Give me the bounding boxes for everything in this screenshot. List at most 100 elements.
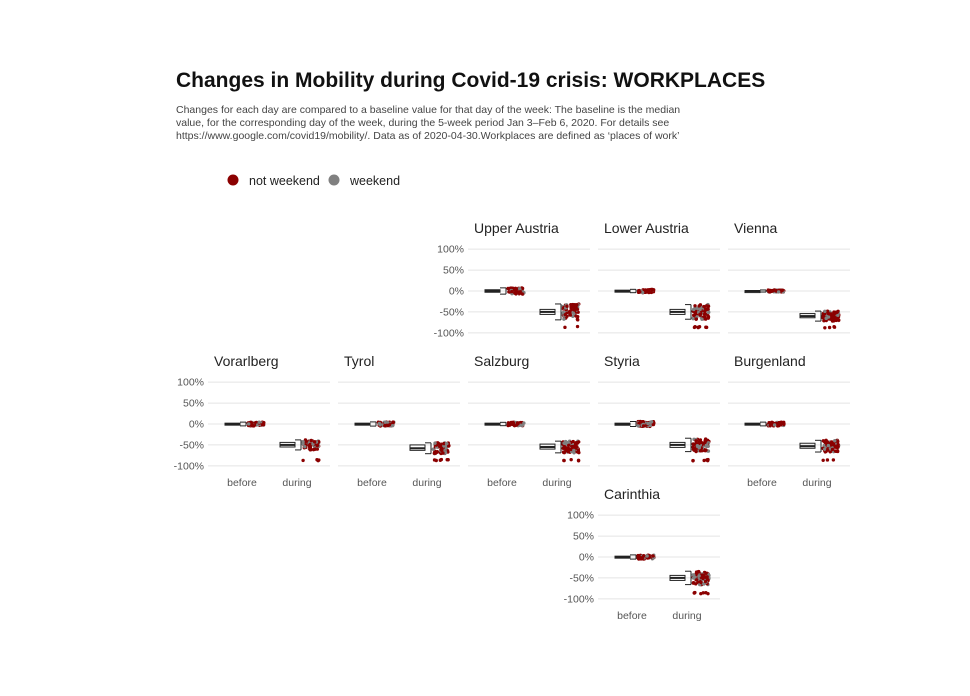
point-not-weekend (830, 447, 835, 452)
point-not-weekend (705, 577, 710, 582)
point-not-weekend (510, 289, 514, 294)
panel-title-lower-austria: Lower Austria (604, 220, 689, 236)
point-weekend (772, 423, 777, 427)
point-not-weekend (702, 573, 706, 578)
legend-marker-not-weekend (227, 174, 239, 186)
legend-label-not-weekend: not weekend (249, 174, 320, 188)
point-not-weekend (576, 459, 581, 463)
point-weekend (836, 313, 840, 317)
y-tick-label: 50% (573, 531, 594, 543)
point-not-weekend (693, 304, 697, 308)
point-not-weekend (694, 582, 698, 586)
panel-title-upper-austria: Upper Austria (474, 220, 559, 236)
point-not-weekend (704, 571, 708, 576)
y-tick-label: -50% (179, 439, 204, 451)
point-not-weekend (315, 443, 319, 448)
point-not-weekend (777, 420, 781, 425)
x-tick-label-before: before (487, 477, 517, 489)
point-not-weekend (828, 450, 832, 454)
x-tick-label-before: before (357, 477, 387, 489)
chart-title: Changes in Mobility during Covid-19 cris… (176, 69, 765, 92)
chart-subtitle-line-2: value, for the corresponding day of the … (176, 117, 669, 129)
point-weekend (826, 443, 831, 448)
panel-lower-austria: Lower Austria (598, 220, 720, 334)
point-not-weekend (649, 290, 654, 295)
point-not-weekend (704, 591, 708, 595)
panel-title-salzburg: Salzburg (474, 353, 529, 369)
x-tick-label-during: during (282, 477, 311, 489)
point-weekend (700, 317, 704, 321)
point-not-weekend (831, 458, 836, 462)
y-tick-label: -100% (174, 460, 204, 472)
point-not-weekend (705, 575, 709, 579)
point-not-weekend (823, 326, 827, 330)
point-not-weekend (771, 288, 775, 293)
point-not-weekend (440, 446, 444, 451)
point-not-weekend (825, 458, 830, 462)
point-weekend (572, 448, 576, 453)
point-not-weekend (769, 421, 774, 426)
y-tick-label: 50% (443, 265, 464, 277)
point-not-weekend (825, 448, 830, 452)
point-weekend (433, 441, 437, 445)
point-not-weekend (563, 325, 567, 330)
point-not-weekend (568, 309, 572, 313)
point-not-weekend (506, 423, 510, 428)
x-tick-label-before: before (617, 610, 647, 622)
point-weekend (645, 554, 649, 558)
panel-salzburg: Salzburg before during (468, 353, 590, 489)
point-not-weekend (830, 440, 834, 444)
point-not-weekend (301, 458, 305, 463)
point-not-weekend (386, 423, 391, 427)
panel-burgenland: Burgenland before during (728, 353, 850, 489)
point-not-weekend (693, 448, 697, 452)
panel-title-styria: Styria (604, 353, 640, 369)
point-not-weekend (515, 421, 520, 425)
y-tick-label: 100% (567, 510, 594, 522)
point-weekend (691, 573, 695, 577)
point-not-weekend (309, 438, 313, 443)
panel-title-vorarlberg: Vorarlberg (214, 353, 279, 369)
point-not-weekend (577, 440, 581, 444)
point-not-weekend (691, 458, 695, 463)
point-not-weekend (822, 312, 827, 316)
facet-panels: Upper Austria 100% 50% 0% -50% -100% Lower Aus… (174, 220, 850, 622)
point-not-weekend (383, 424, 387, 428)
panel-tyrol: Tyrol before during (338, 353, 460, 489)
panel-title-tyrol: Tyrol (344, 353, 374, 369)
point-weekend (823, 447, 827, 451)
y-tick-label: 0% (449, 286, 464, 298)
point-weekend (776, 290, 781, 294)
point-not-weekend (572, 446, 577, 450)
point-weekend (707, 310, 711, 314)
point-weekend (303, 445, 307, 449)
point-not-weekend (391, 420, 395, 424)
point-not-weekend (250, 421, 254, 425)
point-not-weekend (434, 450, 438, 455)
point-weekend (562, 317, 566, 321)
point-not-weekend (832, 325, 836, 329)
point-not-weekend (697, 325, 702, 329)
x-tick-label-during: during (802, 477, 831, 489)
y-tick-label: -100% (434, 327, 464, 339)
point-not-weekend (562, 458, 566, 463)
point-not-weekend (703, 437, 708, 441)
point-not-weekend (563, 313, 567, 317)
y-tick-label: -100% (564, 593, 594, 605)
point-weekend (443, 450, 448, 455)
point-not-weekend (693, 590, 697, 595)
legend: not weekend weekend (227, 174, 400, 188)
point-not-weekend (694, 570, 699, 574)
point-not-weekend (520, 292, 524, 296)
legend-label-weekend: weekend (349, 174, 400, 188)
point-not-weekend (703, 309, 707, 313)
point-not-weekend (698, 449, 703, 453)
panel-styria: Styria (598, 353, 720, 467)
chart-subtitle-line-1: Changes for each day are compared to a b… (176, 104, 680, 116)
point-not-weekend (434, 458, 438, 463)
point-not-weekend (506, 286, 510, 291)
point-not-weekend (694, 309, 698, 314)
y-tick-label: 0% (189, 419, 204, 431)
point-not-weekend (518, 290, 522, 294)
point-not-weekend (567, 443, 571, 447)
